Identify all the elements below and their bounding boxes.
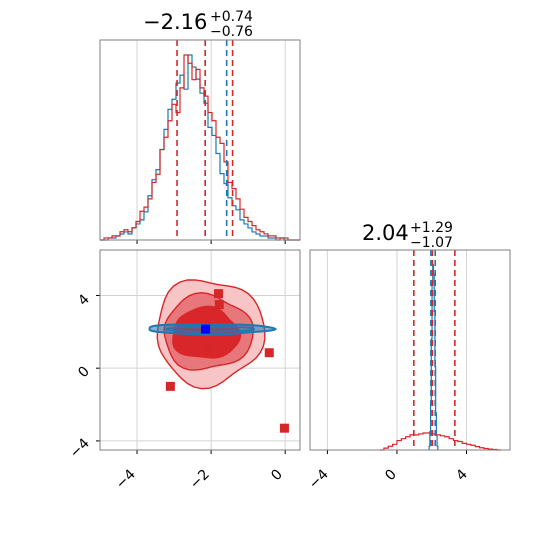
joint-xtick-label: −2 [187,467,213,493]
hist1-xtick-label: 0 [382,467,400,485]
joint-density-panel [96,249,301,454]
joint-ytick-label: −4 [67,435,93,461]
hist1-xtick-label: 4 [453,466,471,484]
title-p1-main: 2.04 [362,221,409,245]
title-p0: −2.16 [143,10,207,34]
red-point [214,289,224,299]
red-point [264,348,274,358]
title-p0-sup: +0.74 [210,9,253,25]
axes-frame [99,249,301,451]
title-p1-sub: −1.07 [410,235,453,251]
joint-ytick-label: 0 [75,364,93,382]
title-p0-main: −2.16 [143,10,207,34]
title-p0-sub: −0.76 [210,24,253,40]
histogram-red-p0 [100,54,300,241]
title-p1-sup: +1.29 [410,220,453,236]
axes-frame [309,249,511,451]
blue-point [201,324,211,334]
joint-ytick-label: 4 [75,291,93,309]
axes-frame [99,39,301,241]
hist1-xtick-label: −4 [306,466,332,492]
histogram-red-p1 [379,432,502,451]
histogram-p1-panel [309,249,511,454]
histogram-blue-p1 [428,264,439,450]
histogram-p0-panel [99,39,301,244]
joint-xtick-label: −4 [113,466,139,492]
red-point [165,381,175,391]
red-point [279,423,289,433]
plot-area [310,250,510,450]
red-point [214,300,224,310]
blue-contour-inner [164,325,256,333]
red-point [204,341,214,351]
joint-xtick-label: 0 [268,467,286,485]
